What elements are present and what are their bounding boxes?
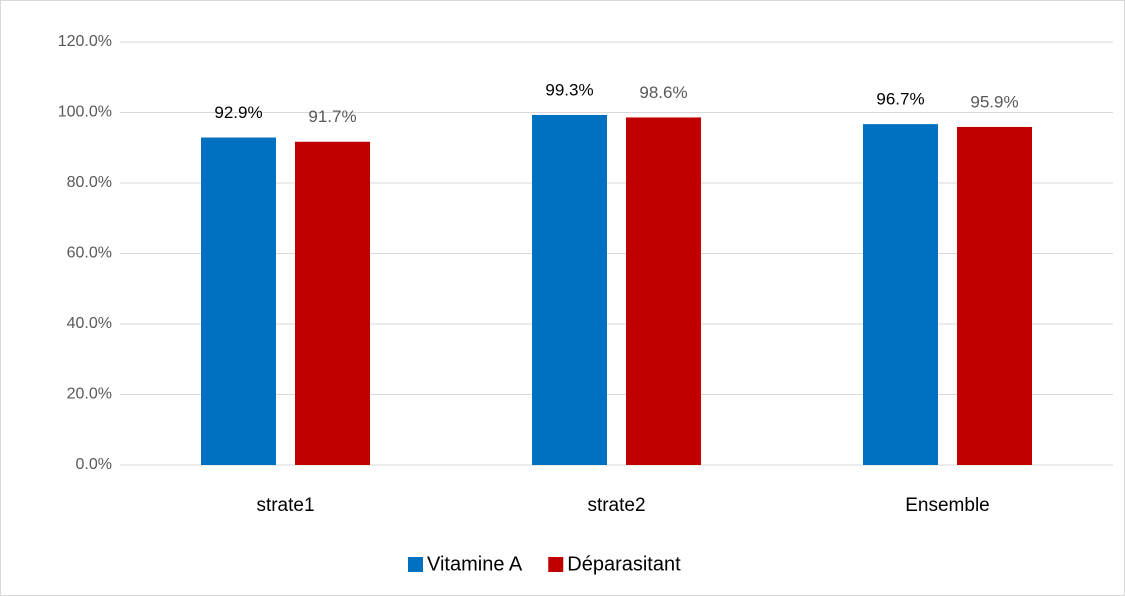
legend-label: Déparasitant (567, 553, 681, 575)
bar (863, 124, 938, 465)
x-tick-label: strate2 (587, 495, 645, 516)
value-label: 99.3% (545, 80, 593, 99)
legend-label: Vitamine A (427, 553, 523, 575)
value-label: 92.9% (214, 103, 262, 122)
value-label: 96.7% (876, 90, 924, 109)
bar (295, 141, 370, 465)
y-tick-label: 0.0% (76, 456, 112, 473)
value-label: 91.7% (308, 107, 356, 126)
legend-swatch (408, 557, 423, 572)
x-tick-label: Ensemble (905, 495, 990, 516)
y-tick-label: 40.0% (67, 315, 112, 332)
value-label: 98.6% (639, 83, 687, 102)
y-tick-label: 80.0% (67, 174, 112, 191)
value-label: 95.9% (970, 92, 1018, 111)
bar (957, 126, 1032, 465)
bar (201, 137, 276, 465)
bar (626, 117, 701, 465)
y-tick-label: 60.0% (67, 245, 112, 262)
x-tick-label: strate1 (256, 495, 314, 516)
bar (532, 114, 607, 465)
y-tick-label: 20.0% (67, 386, 112, 403)
legend-swatch (548, 557, 564, 572)
y-tick-label: 100.0% (58, 104, 112, 121)
y-tick-label: 120.0% (58, 33, 112, 50)
